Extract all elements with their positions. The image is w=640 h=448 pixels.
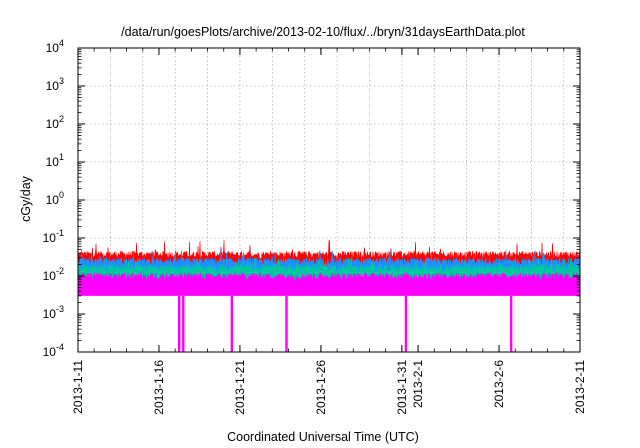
y-tick-labels: 10-4 10-3 10-2 10-1 100 101 102 103 104 [43,38,64,359]
x-tick-label: 2013-1-21 [233,360,247,415]
x-tick-label: 2013-2-1 [411,360,425,408]
x-tick-label: 2013-2-11 [573,360,587,414]
x-axis-label: Coordinated Universal Time (UTC) [227,430,419,444]
x-tick-label: 2013-2-6 [492,360,506,408]
chart-title: /data/run/goesPlots/archive/2013-02-10/f… [121,25,525,39]
x-tick-label: 2013-1-31 [395,360,409,415]
y-tick-label: 100 [46,190,64,207]
tick-marks [77,47,581,353]
x-tick-label: 2013-1-26 [314,360,328,415]
below-floor-mask [78,295,580,352]
y-tick-label: 104 [46,38,64,55]
x-tick-label: 2013-1-16 [152,360,166,415]
series-dropout [285,295,288,352]
y-tick-label: 10-3 [43,304,64,321]
series-dropout [182,295,185,352]
y-tick-label: 102 [46,114,64,131]
series-dropout [178,295,181,352]
x-tick-labels: 2013-1-11 2013-1-16 2013-1-21 2013-1-26 2013… [71,360,587,415]
y-tick-label: 103 [46,76,64,93]
y-tick-label: 10-1 [43,228,64,245]
y-axis-label: cGy/day [19,175,33,222]
x-tick-label: 2013-1-11 [71,360,85,414]
y-tick-label: 10-2 [43,266,64,283]
series-dropout [404,295,408,352]
data-area [77,239,581,353]
series-dropout [509,295,513,352]
y-tick-label: 101 [46,152,64,169]
y-tick-label: 10-4 [43,342,64,359]
series-dropout [230,295,234,352]
